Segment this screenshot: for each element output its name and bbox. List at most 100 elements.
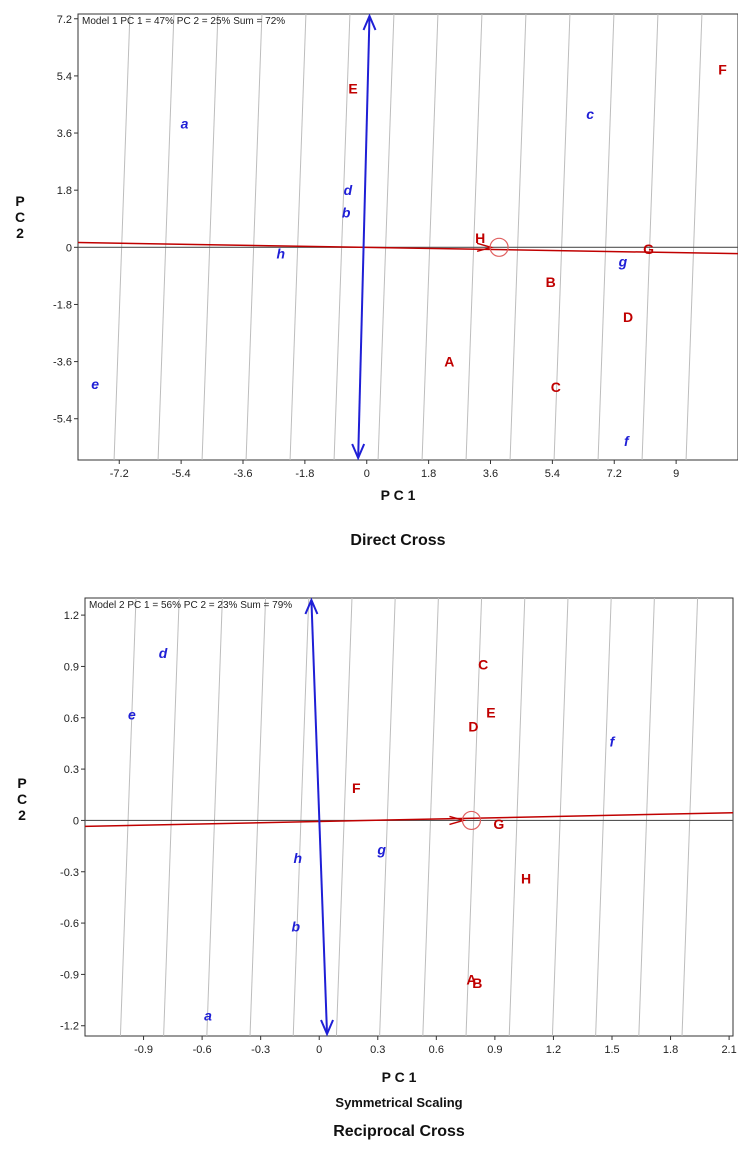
background-grid bbox=[119, 597, 699, 1037]
tick-labels: -0.9 -0.6 -0.3 0 0.3 0.6 0.9 1.2 1.5 1.8 2.1 1.2 0.9… bbox=[60, 610, 737, 1056]
grid-line bbox=[553, 13, 571, 461]
reciprocal-cross-biplot: -0.9 -0.6 -0.3 0 0.3 0.6 0.9 1.2 1.5 1.8 2.1 1.2 0.9… bbox=[17, 597, 737, 1140]
grid-line bbox=[379, 597, 396, 1037]
entry-point-C: C bbox=[551, 379, 561, 395]
axis-lines bbox=[77, 13, 738, 461]
grid-line bbox=[465, 13, 483, 461]
grid-line bbox=[641, 13, 659, 461]
tester-point-a: a bbox=[204, 1007, 212, 1023]
grid-line bbox=[335, 597, 353, 1037]
x-tick-label: 1.8 bbox=[663, 1044, 678, 1056]
x-axis-title: P C 1 bbox=[382, 1069, 417, 1085]
arrowhead bbox=[304, 597, 319, 615]
point-labels: A B C D E F G Ha b c d e f g h bbox=[91, 62, 727, 449]
tester-point-d: d bbox=[344, 182, 353, 198]
grid-line bbox=[595, 597, 612, 1037]
chart-caption: Direct Cross bbox=[350, 532, 445, 549]
tester-point-f: f bbox=[624, 433, 630, 449]
x-tick-label: 2.1 bbox=[721, 1044, 736, 1056]
chart-caption: Reciprocal Cross bbox=[333, 1123, 465, 1140]
arrowhead bbox=[476, 242, 494, 253]
y-tick-label: 0.6 bbox=[64, 713, 79, 725]
grid-line bbox=[289, 13, 307, 461]
y-axis-title-char: C bbox=[17, 791, 27, 807]
grid-line bbox=[245, 13, 263, 461]
y-tick-label: 0.3 bbox=[64, 764, 79, 776]
entry-point-E: E bbox=[486, 705, 495, 721]
axis-lines bbox=[84, 597, 734, 1037]
tester-point-b: b bbox=[292, 919, 301, 935]
entry-point-E: E bbox=[348, 81, 357, 97]
grid-line bbox=[422, 597, 439, 1037]
x-axis-title: P C 1 bbox=[381, 487, 416, 503]
x-tick-label: -0.3 bbox=[251, 1044, 270, 1056]
grid-line bbox=[157, 13, 175, 461]
x-tick-label: 9 bbox=[673, 468, 679, 480]
grid-line bbox=[597, 13, 615, 461]
grid-line bbox=[685, 13, 703, 461]
grid-line bbox=[509, 13, 527, 461]
y-axis-title-char: P bbox=[17, 775, 26, 791]
x-tick-label: 0.3 bbox=[370, 1044, 385, 1056]
entry-point-H: H bbox=[475, 230, 485, 246]
average-entry-axis bbox=[77, 241, 738, 255]
model-header: Model 2 PC 1 = 56% PC 2 = 23% Sum = 79% bbox=[89, 600, 292, 611]
tester-point-f: f bbox=[610, 734, 616, 750]
y-axis-title-char: P bbox=[15, 193, 24, 209]
y-tick-label: -0.9 bbox=[60, 969, 79, 981]
entry-point-F: F bbox=[718, 62, 727, 78]
x-tick-label: -7.2 bbox=[110, 468, 129, 480]
y-tick-label: 5.4 bbox=[57, 71, 72, 83]
y-tick-label: 1.2 bbox=[64, 610, 79, 622]
entry-point-B: B bbox=[546, 274, 556, 290]
arrowhead bbox=[320, 1019, 334, 1037]
y-axis-title-char: 2 bbox=[16, 225, 24, 241]
y-tick-label: 0 bbox=[73, 815, 79, 827]
grid-line bbox=[465, 597, 483, 1037]
grid-line bbox=[638, 597, 655, 1037]
ata-axis bbox=[357, 15, 371, 459]
direct-cross-biplot: -7.2 -5.4 -3.6 -1.8 0 1.8 3.6 5.4 7.2 9 7.2 5.4 3.6 1… bbox=[15, 13, 738, 549]
entry-point-A: A bbox=[444, 354, 454, 370]
x-tick-label: 1.5 bbox=[604, 1044, 619, 1056]
model-header: Model 1 PC 1 = 47% PC 2 = 25% Sum = 72% bbox=[82, 16, 285, 27]
grid-line bbox=[292, 597, 310, 1037]
average-entry-axis bbox=[84, 811, 734, 828]
y-tick-label: -3.6 bbox=[53, 357, 72, 369]
y-tick-label: -0.3 bbox=[60, 867, 79, 879]
x-tick-label: 1.2 bbox=[546, 1044, 561, 1056]
grid-line bbox=[421, 13, 439, 461]
point-labels: AB C DE F G Ha b d e f g h bbox=[128, 645, 616, 1024]
y-axis-title: PC2 bbox=[17, 775, 27, 823]
tester-point-c: c bbox=[586, 106, 594, 122]
tester-point-g: g bbox=[618, 254, 628, 270]
grid-line bbox=[377, 13, 395, 461]
tester-point-g: g bbox=[376, 842, 386, 858]
entry-point-D: D bbox=[468, 718, 478, 734]
tester-point-h: h bbox=[277, 246, 286, 262]
tester-point-a: a bbox=[181, 116, 189, 132]
grid-line bbox=[113, 13, 131, 461]
y-tick-label: -5.4 bbox=[53, 414, 72, 426]
grid-line bbox=[206, 597, 223, 1037]
y-tick-label: 7.2 bbox=[57, 14, 72, 26]
tester-point-h: h bbox=[293, 850, 302, 866]
entry-point-C: C bbox=[478, 657, 488, 673]
grid-line bbox=[201, 13, 219, 461]
entry-point-B: B bbox=[472, 975, 482, 991]
y-axis-title: PC2 bbox=[15, 193, 25, 241]
x-tick-label: 3.6 bbox=[483, 468, 498, 480]
tester-point-b: b bbox=[342, 204, 351, 220]
y-tick-label: 3.6 bbox=[57, 128, 72, 140]
y-axis-title-char: 2 bbox=[18, 807, 26, 823]
arrowhead bbox=[449, 815, 467, 826]
x-tick-label: 7.2 bbox=[607, 468, 622, 480]
y-tick-label: 0.9 bbox=[64, 661, 79, 673]
x-tick-label: -5.4 bbox=[172, 468, 191, 480]
entry-point-G: G bbox=[643, 241, 654, 257]
x-tick-label: -0.9 bbox=[134, 1044, 153, 1056]
grid-line bbox=[163, 597, 180, 1037]
background-grid bbox=[113, 13, 703, 461]
x-tick-label: 5.4 bbox=[545, 468, 560, 480]
y-tick-label: 0 bbox=[66, 242, 72, 254]
